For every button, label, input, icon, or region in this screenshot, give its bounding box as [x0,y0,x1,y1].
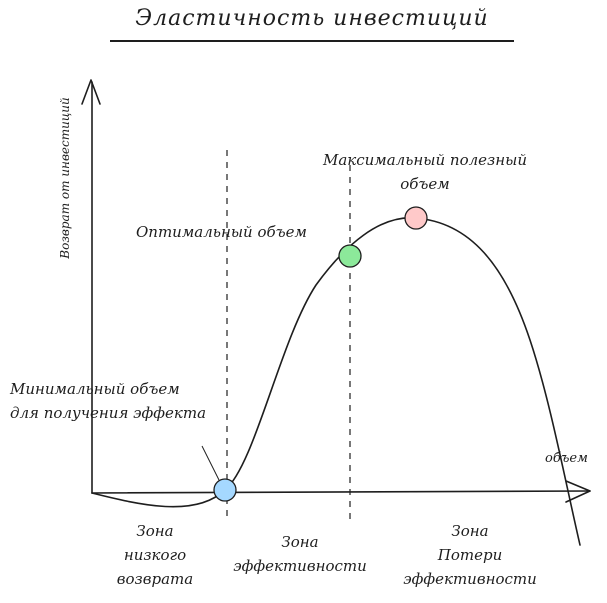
zone-loss-label: Зона Потери эффективности [390,519,550,591]
zone-low-line-1: Зона [136,522,174,540]
zone-low-line-3: возврата [116,570,194,588]
max-point-label: Максимальный полезный объем [300,148,550,196]
y-axis-arrowhead [81,79,101,105]
zone-effective-label: Зона эффективности [220,530,380,578]
zone-effective-line-1: Зона [281,533,319,551]
title-underline [110,40,514,42]
diagram-title: Эластичность инвестиций [135,6,489,31]
min-point-leader [201,445,220,481]
zone-loss-line-1: Зона [451,522,489,540]
min-point-label-line-2: для получения эффекта [10,404,207,422]
min-point-label-line-1: Минимальный объем [10,380,180,398]
min-point-label: Минимальный объем для получения эффекта [10,377,206,425]
optimal-point-marker [338,244,362,268]
x-axis-arrowhead [565,480,591,503]
zone-effective-line-2: эффективности [233,557,367,575]
max-point-marker [404,206,428,230]
min-point-marker [213,478,237,502]
optimal-point-label: Оптимальный объем [136,223,307,241]
zone-loss-line-2: Потери [437,546,503,564]
zone-low-line-2: низкого [123,546,187,564]
y-axis-label: Возврат от инвестиций [58,97,72,259]
max-point-label-line-1: Максимальный полезный [322,151,527,169]
x-axis-label: объем [545,451,588,466]
zone-loss-line-3: эффективности [403,570,537,588]
x-axis [91,490,591,494]
zone-low-label: Зона низкого возврата [90,519,220,591]
max-point-label-line-2: объем [400,175,450,193]
